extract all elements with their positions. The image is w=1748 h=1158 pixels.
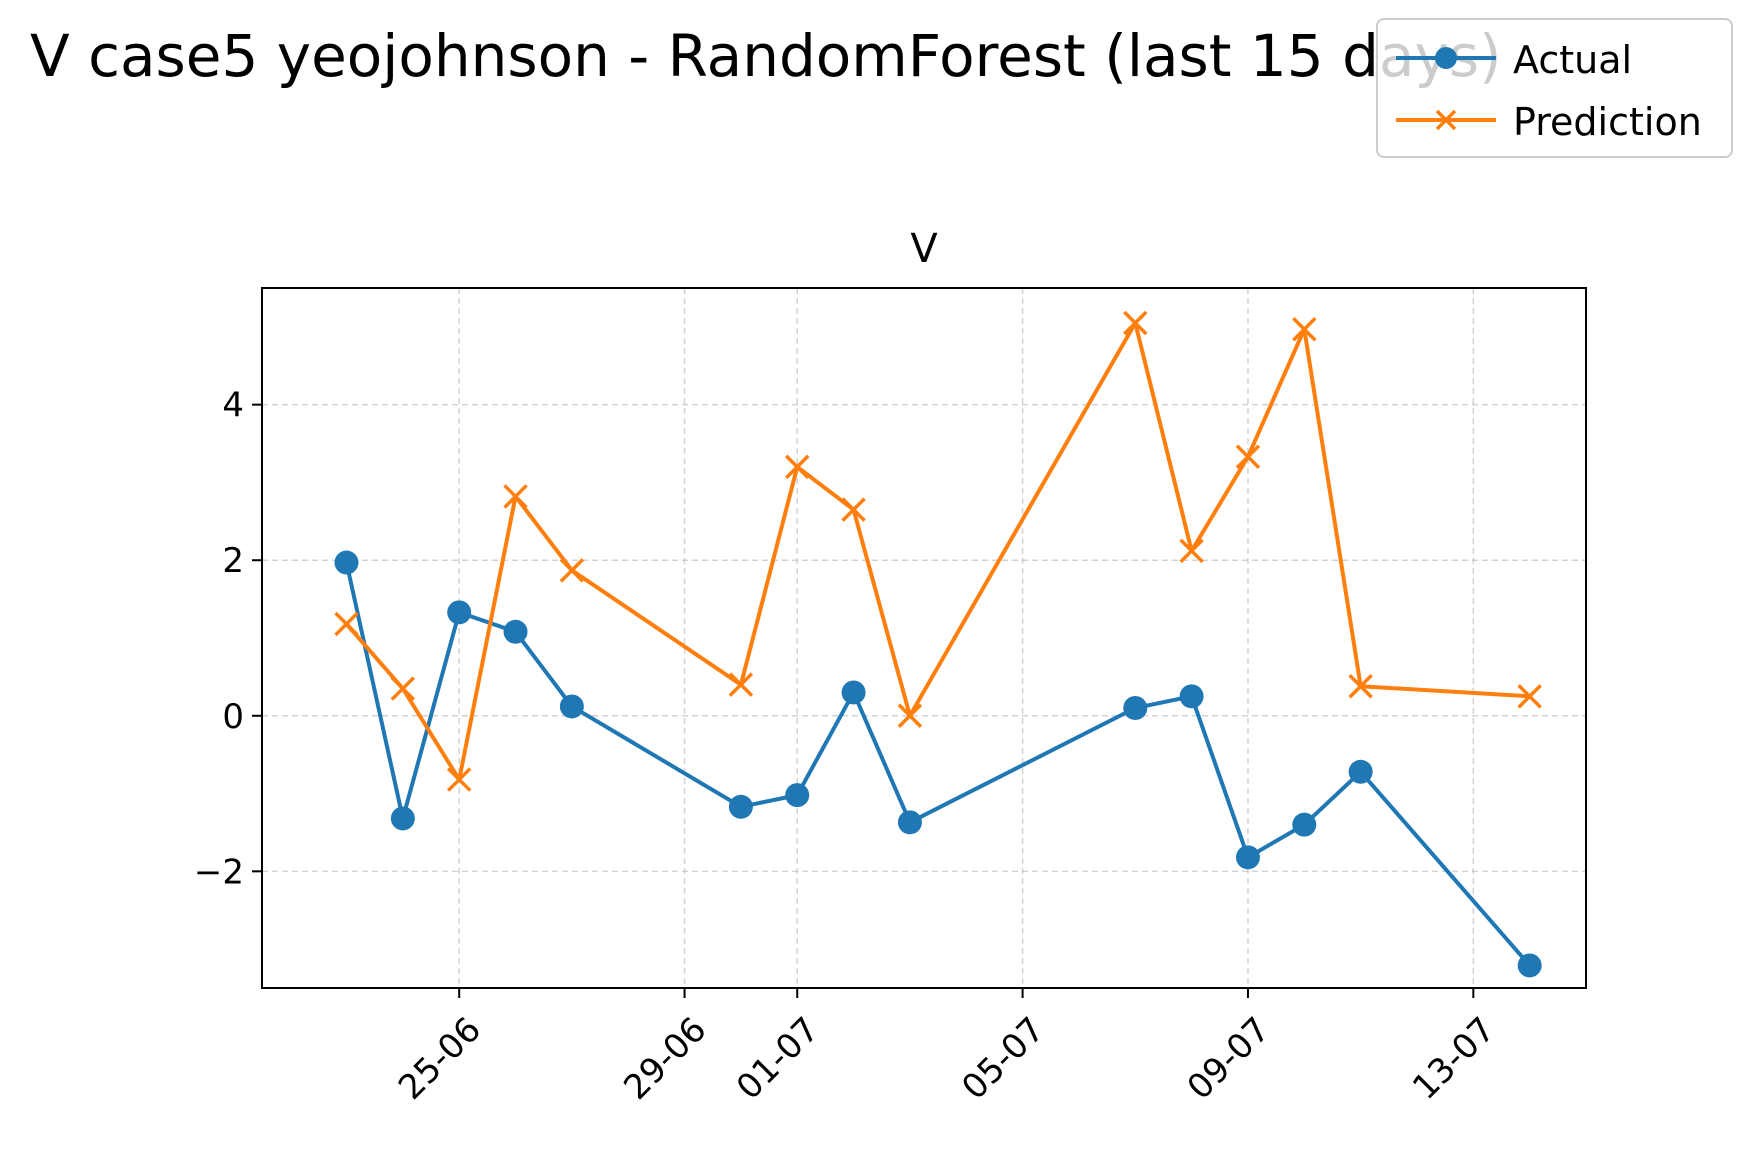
- legend-item-prediction: Prediction: [1378, 90, 1731, 150]
- x-tick-label: 05-07: [954, 1010, 1052, 1108]
- data-point-actual: [1348, 759, 1373, 784]
- data-point-actual: [503, 619, 528, 644]
- data-point-prediction: [503, 484, 528, 509]
- data-point-prediction: [728, 672, 754, 697]
- plot-frame: [261, 287, 1587, 989]
- data-point-prediction: [446, 767, 472, 792]
- data-point-actual: [841, 680, 866, 705]
- data-point-prediction: [559, 558, 585, 583]
- axes-title: V: [910, 226, 938, 272]
- y-tick-label: 4: [222, 386, 244, 426]
- data-point-prediction: [897, 703, 923, 729]
- data-point-actual: [897, 810, 922, 835]
- data-point-actual: [785, 783, 810, 808]
- legend-label-prediction: Prediction: [1513, 100, 1702, 144]
- y-tick-label: 2: [222, 541, 244, 581]
- data-point-prediction: [1179, 538, 1204, 564]
- legend-label-actual: Actual: [1513, 38, 1633, 82]
- data-point-actual: [447, 600, 472, 625]
- data-point-prediction: [841, 497, 866, 522]
- data-point-actual: [1179, 684, 1204, 709]
- data-point-prediction: [334, 611, 359, 637]
- figure-suptitle: V case5 yeojohnson - RandomForest (last …: [30, 22, 1502, 90]
- series-line-prediction: [345, 321, 1530, 782]
- x-tick-label: 25-06: [391, 1010, 489, 1108]
- data-point-actual: [334, 550, 359, 575]
- data-point-actual: [1235, 845, 1260, 870]
- x-tick-label: 01-07: [729, 1010, 827, 1108]
- data-point-actual: [390, 806, 415, 831]
- x-tick-label: 09-07: [1180, 1010, 1278, 1108]
- data-point-prediction: [390, 676, 416, 701]
- data-point-actual: [728, 794, 753, 819]
- data-point-actual: [1123, 696, 1148, 720]
- data-point-actual: [1517, 953, 1542, 978]
- data-point-actual: [1292, 812, 1317, 837]
- y-tick-label: 0: [222, 697, 244, 737]
- legend: Actual Prediction: [1376, 18, 1733, 158]
- data-point-prediction: [1292, 316, 1317, 342]
- x-tick-label: 13-07: [1405, 1010, 1503, 1108]
- data-point-prediction: [1348, 673, 1373, 699]
- data-point-prediction: [1517, 684, 1542, 709]
- y-tick-label: −2: [194, 852, 244, 892]
- x-tick-label: 29-06: [616, 1010, 714, 1108]
- legend-swatch-prediction: [1396, 109, 1496, 131]
- legend-item-actual: Actual: [1378, 28, 1731, 88]
- data-point-actual: [559, 694, 584, 719]
- data-point-prediction: [784, 454, 810, 480]
- legend-swatch-actual: [1396, 47, 1496, 69]
- data-point-prediction: [1235, 444, 1261, 470]
- data-point-prediction: [1123, 310, 1148, 336]
